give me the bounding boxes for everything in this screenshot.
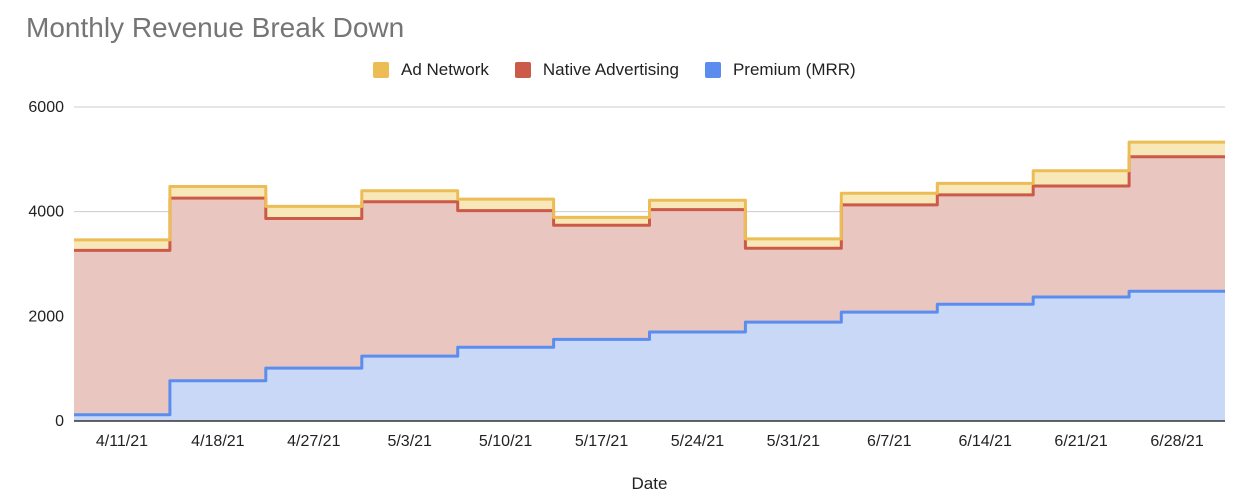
legend-label-ad-network: Ad Network <box>401 60 489 79</box>
line-ad-network <box>74 140 1225 242</box>
y-tick-label: 6000 <box>28 99 64 116</box>
legend-item-premium-mrr[interactable]: Premium (MRR) <box>704 60 856 80</box>
y-tick-label: 0 <box>55 413 64 430</box>
legend-swatch-ad-network <box>373 62 389 78</box>
legend-label-native-advertising: Native Advertising <box>542 60 679 79</box>
x-tick-label: 5/3/21 <box>387 433 432 450</box>
y-tick-label: 4000 <box>28 204 64 221</box>
line-premium-mrr <box>74 289 1225 417</box>
chart-title: Monthly Revenue Break Down <box>26 12 405 43</box>
x-tick-label: 6/14/21 <box>959 433 1012 450</box>
x-tick-label: 5/31/21 <box>767 433 820 450</box>
x-axis-title: Date <box>632 474 668 493</box>
legend-item-ad-network[interactable]: Ad Network <box>373 60 489 80</box>
x-tick-label: 4/18/21 <box>191 433 244 450</box>
x-tick-label: 5/24/21 <box>671 433 724 450</box>
y-tick-label: 2000 <box>28 308 64 325</box>
x-tick-label: 6/21/21 <box>1054 433 1107 450</box>
x-tick-label: 4/11/21 <box>96 433 148 450</box>
x-tick-label: 6/28/21 <box>1150 433 1203 450</box>
x-tick-label: 5/17/21 <box>575 433 628 450</box>
legend: Ad Network Native Advertising Premium (M… <box>373 60 856 80</box>
legend-label-premium-mrr: Premium (MRR) <box>732 60 856 79</box>
area-premium-mrr <box>74 291 1225 421</box>
x-tick-label: 4/27/21 <box>287 433 340 450</box>
legend-swatch-premium-mrr <box>704 62 721 78</box>
x-tick-label: 5/10/21 <box>479 433 532 450</box>
x-tick-label: 6/7/21 <box>867 433 912 450</box>
legend-item-native-advertising[interactable]: Native Advertising <box>514 60 679 80</box>
legend-swatch-native-advertising <box>514 62 531 78</box>
area-native-advertising <box>74 156 1225 415</box>
